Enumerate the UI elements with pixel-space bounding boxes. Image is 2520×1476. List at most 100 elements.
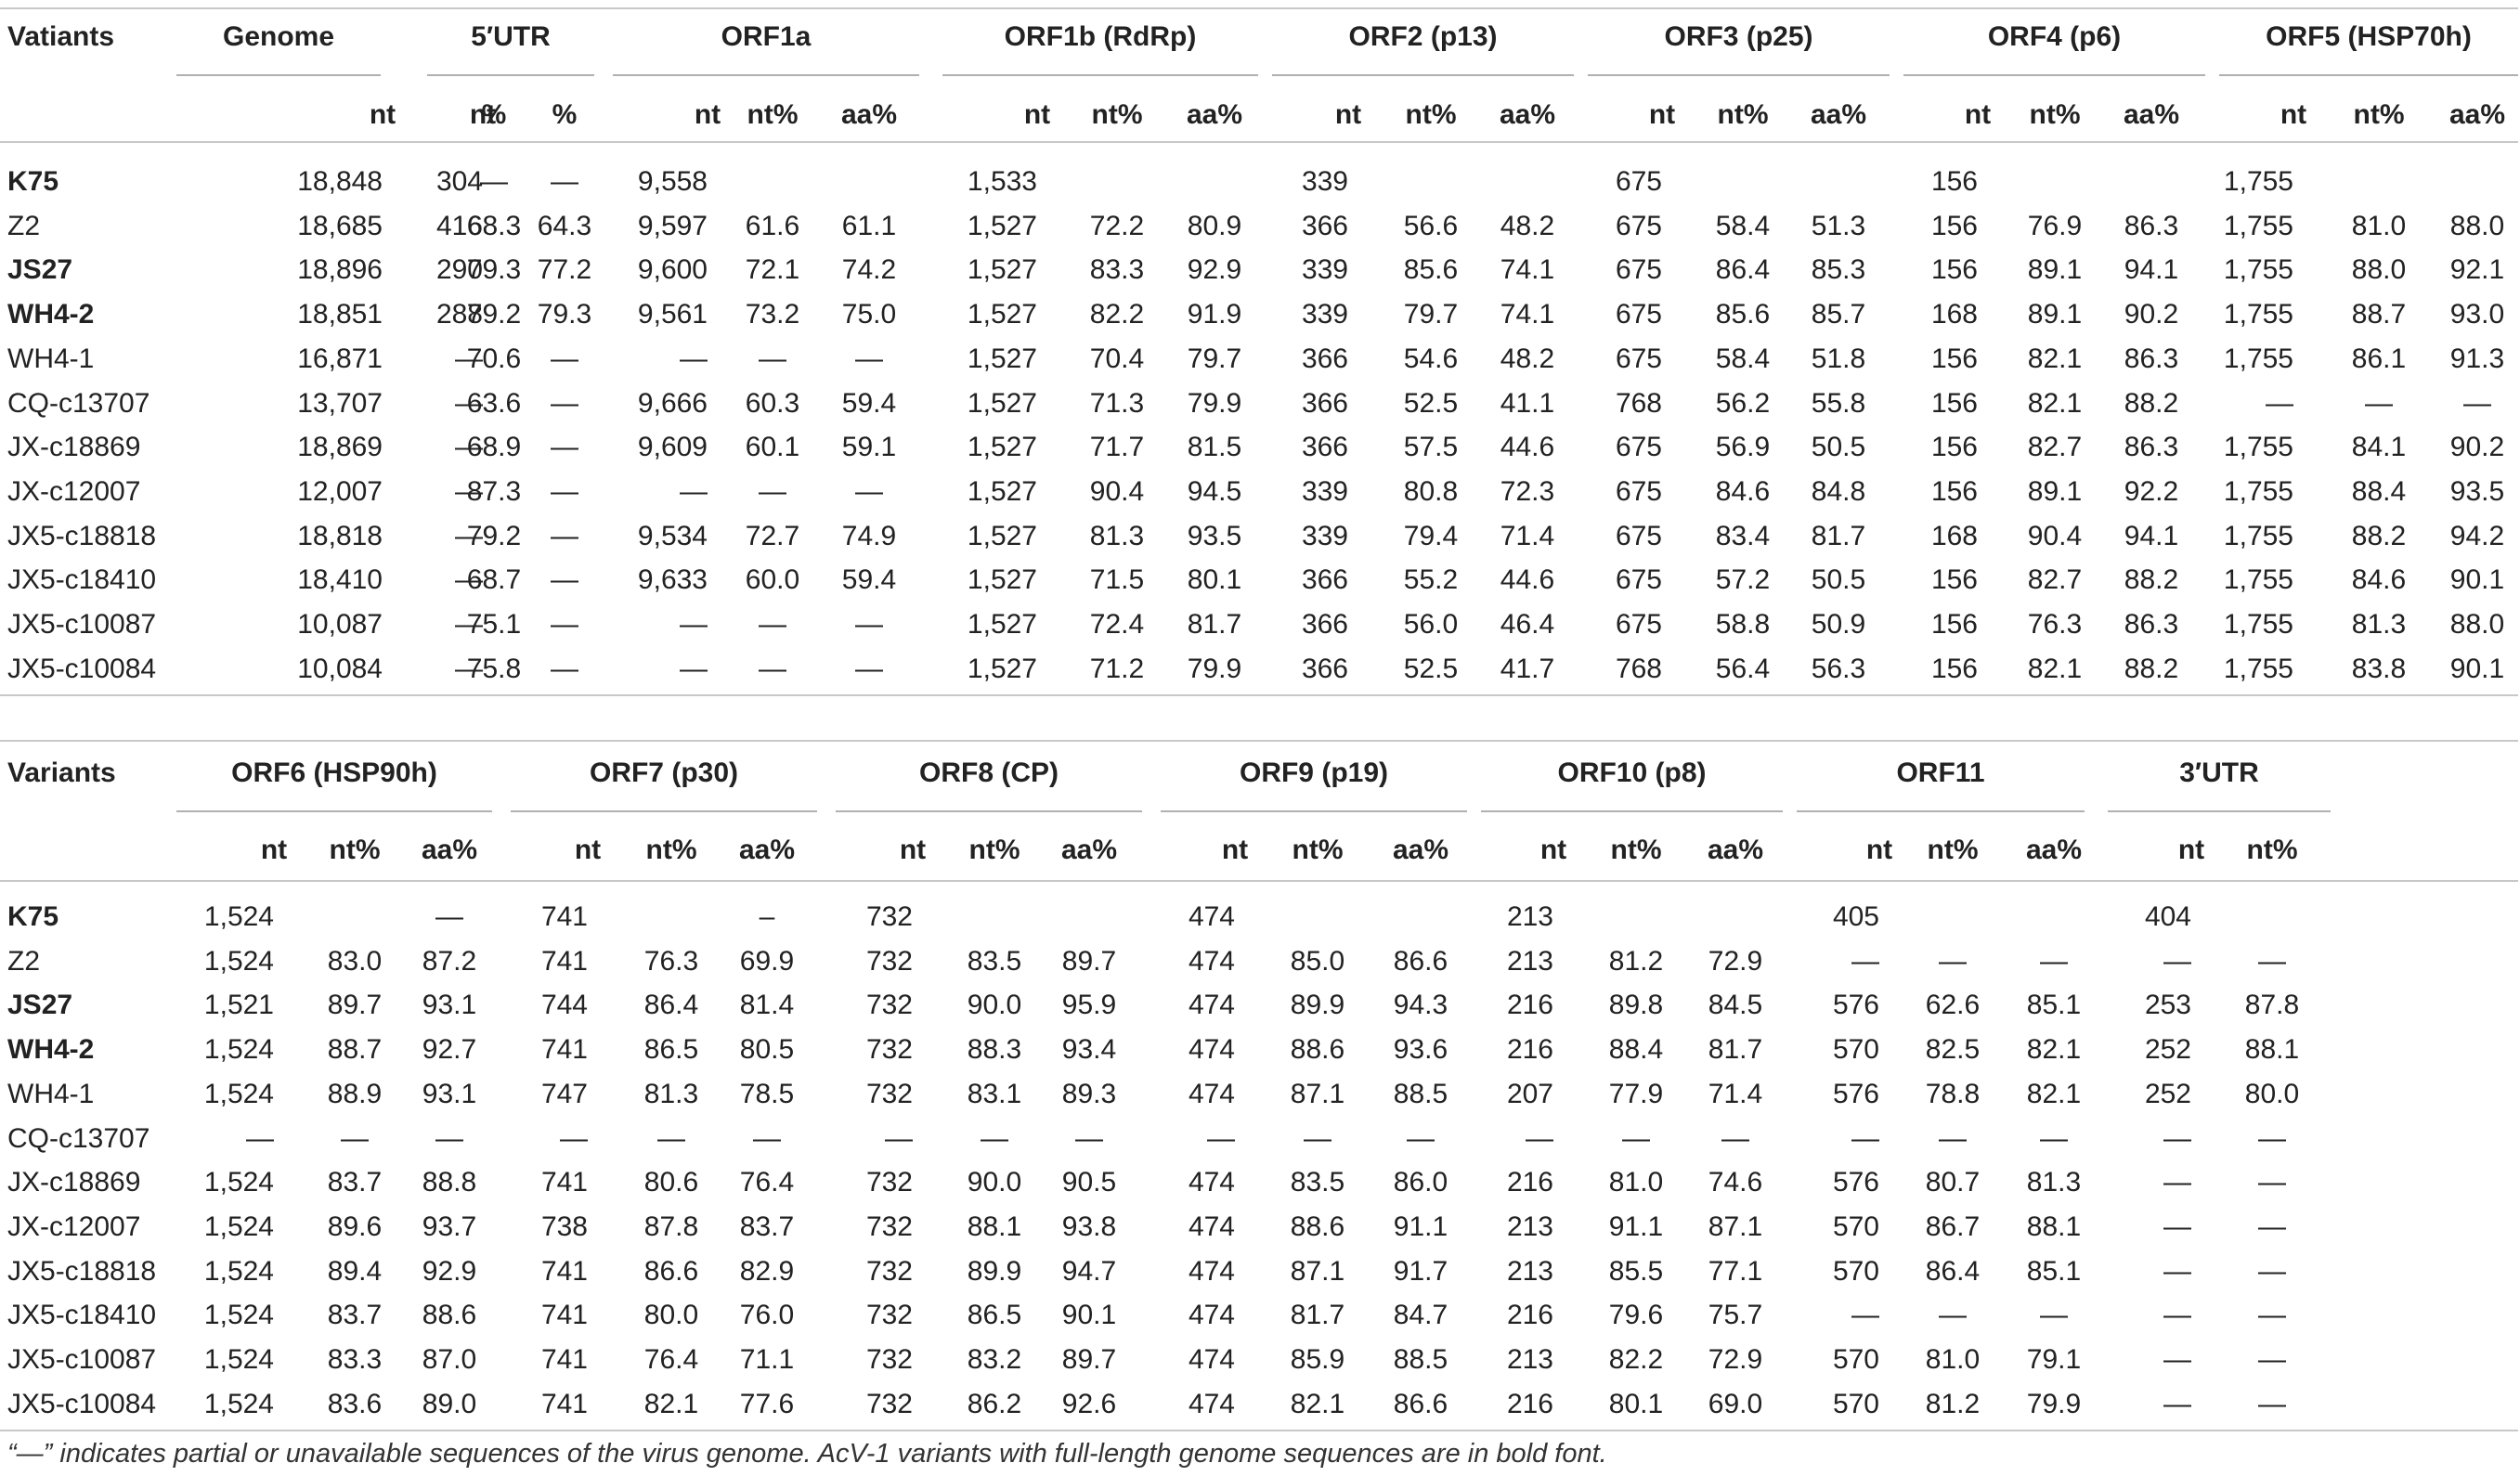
- table1-cell: 81.3: [1089, 520, 1145, 551]
- table2-cell: 741: [540, 901, 588, 932]
- table-footnote: “—” indicates partial or unavailable seq…: [7, 1439, 1607, 1469]
- table1-cell: 675: [1615, 475, 1662, 507]
- table2-cell: 94.7: [1061, 1255, 1117, 1287]
- table1-cell: 1,755: [2223, 343, 2293, 374]
- table1-cell: 41.7: [1500, 653, 1555, 684]
- table2-cell: 732: [865, 1255, 913, 1287]
- table2-cell: 741: [540, 1034, 588, 1066]
- table1-cell: 80.8: [1403, 475, 1459, 507]
- table2-cell: 89.7: [327, 990, 383, 1021]
- table2-cell: 474: [1188, 1255, 1235, 1287]
- table2-cell: 71.4: [1708, 1078, 1763, 1109]
- table2-cell: 474: [1188, 990, 1235, 1021]
- table1-cell: 156: [1930, 387, 1978, 419]
- table1-cell: 52.5: [1403, 653, 1459, 684]
- table1-subheader: nt%: [2029, 99, 2081, 130]
- table2-cell: 88.5: [1393, 1078, 1448, 1109]
- table2-cell: 74.6: [1708, 1167, 1763, 1198]
- table2-cell: 741: [540, 945, 588, 977]
- table1-cell: 88.0: [2449, 609, 2505, 640]
- table2-cell: 77.6: [739, 1388, 795, 1419]
- table2-subheader: nt: [1221, 835, 1249, 865]
- table2-group-rule: [1797, 810, 2085, 812]
- table1-cell: 366: [1301, 564, 1348, 596]
- table1-cell: 366: [1301, 343, 1348, 374]
- table1-cell: 1,533: [967, 166, 1037, 197]
- table2-cell: 80.5: [739, 1034, 795, 1066]
- table1-cell: 156: [1930, 564, 1978, 596]
- table1-cell: 86.3: [2124, 343, 2179, 374]
- table1-cell: 156: [1930, 432, 1978, 463]
- table2-cell: 1,524: [203, 1388, 274, 1419]
- table2-cell: 79.1: [2026, 1344, 2082, 1375]
- table2-subheader: aa%: [738, 835, 796, 865]
- table1-cell: —: [551, 564, 578, 596]
- table1-cell: 71.4: [1500, 520, 1555, 551]
- table1-cell: 1,527: [967, 254, 1037, 286]
- table1-row-name: JX5-c10084: [7, 653, 157, 684]
- table1-cell: 55.2: [1403, 564, 1459, 596]
- table1-cell: 93.0: [2449, 299, 2505, 330]
- table2-cell: —: [1207, 1122, 1235, 1154]
- table2-cell: 88.6: [1290, 1211, 1345, 1242]
- table1-cell: 83.8: [2351, 653, 2407, 684]
- table2-row-name: JX-c18869: [7, 1167, 141, 1198]
- table1-cell: 81.5: [1187, 432, 1242, 463]
- table1-cell: 56.3: [1811, 653, 1866, 684]
- table1-cell: 76.3: [2027, 609, 2083, 640]
- table2-cell: 1,524: [203, 1300, 274, 1331]
- table1-group-header: 5′UTR: [471, 21, 551, 52]
- table2-subheader: nt%: [1292, 835, 1344, 865]
- table2-cell: 89.3: [1061, 1078, 1117, 1109]
- table1-subheader: %: [552, 99, 578, 130]
- table1-group-rule: [942, 74, 1258, 76]
- table1-cell: 366: [1301, 387, 1348, 419]
- table2-group-rule: [511, 810, 817, 812]
- table1-cell: 74.9: [841, 520, 897, 551]
- table1-cell: 1,755: [2223, 564, 2293, 596]
- table2-cell: 76.3: [643, 945, 699, 977]
- table2-cell: 741: [540, 1344, 588, 1375]
- table1-cell: 84.6: [2351, 564, 2407, 596]
- table1-cell: 92.1: [2449, 254, 2505, 286]
- table1-cell: 60.0: [745, 564, 800, 596]
- table2-group-header: ORF9 (p19): [1239, 757, 1389, 788]
- table1-subheader: nt%: [1405, 99, 1457, 130]
- table2-row-name: JX5-c10087: [7, 1344, 157, 1375]
- table2-cell: 741: [540, 1255, 588, 1287]
- table1-cell: —: [551, 609, 578, 640]
- table2-cell: —: [2163, 1344, 2191, 1375]
- table1-cell: 44.6: [1500, 432, 1555, 463]
- table1-cell: 48.2: [1500, 343, 1555, 374]
- table2-subheader: nt: [260, 835, 288, 865]
- table2-cell: 81.3: [2026, 1167, 2082, 1198]
- table2-cell: —: [2163, 1300, 2191, 1331]
- table1-cell: 70.4: [1089, 343, 1145, 374]
- table1-cell: 82.1: [2027, 387, 2083, 419]
- table1-cell: 90.2: [2449, 432, 2505, 463]
- table2-cell: 92.6: [1061, 1388, 1117, 1419]
- table2-cell: 474: [1188, 1388, 1235, 1419]
- table1-cell: 57.2: [1715, 564, 1771, 596]
- table2-cell: 747: [540, 1078, 588, 1109]
- table1-cell: —: [855, 609, 883, 640]
- table1-cell: 9,597: [637, 210, 708, 241]
- table2-cell: —: [1939, 1122, 1967, 1154]
- table1-cell: 288: [435, 299, 483, 330]
- table2-cell: 87.1: [1290, 1078, 1345, 1109]
- table2-variants-header: Variants: [7, 757, 116, 788]
- table1-cell: 9,666: [637, 387, 708, 419]
- table2-cell: 82.1: [2026, 1078, 2082, 1109]
- table2-cell: 741: [540, 1167, 588, 1198]
- table1-cell: 168: [1930, 299, 1978, 330]
- table1-cell: 18,685: [297, 210, 383, 241]
- table1-cell: 156: [1930, 343, 1978, 374]
- table2-cell: 86.6: [1393, 945, 1448, 977]
- table1-cell: 366: [1301, 653, 1348, 684]
- table1-group-header: ORF5 (HSP70h): [2266, 21, 2472, 52]
- table2-subheader: nt%: [2246, 835, 2298, 865]
- table1-cell: 84.8: [1811, 475, 1866, 507]
- table1-cell: 68.3: [466, 210, 522, 241]
- table2-cell: 86.4: [643, 990, 699, 1021]
